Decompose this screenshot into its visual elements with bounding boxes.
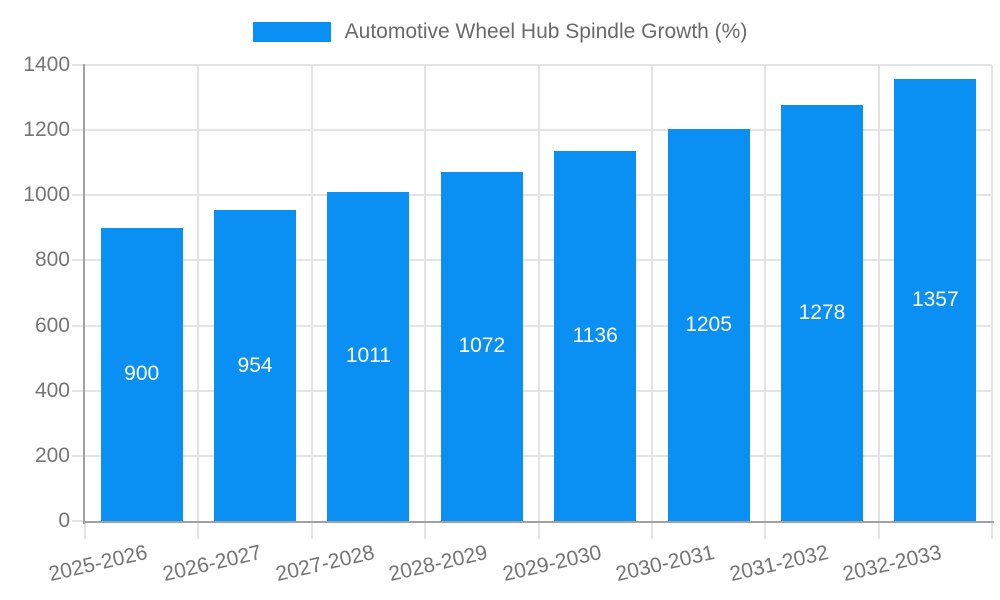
bar[interactable]: 1011 — [327, 191, 410, 521]
v-gridline-tick — [537, 65, 540, 539]
bar[interactable]: 1278 — [780, 104, 863, 521]
x-tick-label: 2030-2031 — [613, 541, 717, 587]
bar[interactable]: 1072 — [440, 171, 523, 521]
y-tick-mark — [72, 324, 85, 327]
v-gridline-tick — [764, 65, 767, 539]
x-tick-label: 2026-2027 — [160, 541, 264, 587]
y-tick-mark — [72, 259, 85, 262]
y-tick-label: 800 — [34, 248, 70, 272]
v-gridline-tick — [991, 65, 993, 539]
x-tick-label: 2029-2030 — [500, 541, 604, 587]
bar-value-label: 1072 — [458, 334, 506, 358]
y-tick-label: 400 — [34, 378, 70, 402]
x-tick-label: 2032-2033 — [840, 541, 944, 587]
bar[interactable]: 954 — [214, 210, 297, 521]
v-gridline-tick — [650, 65, 653, 539]
y-tick-label: 0 — [58, 509, 70, 532]
y-tick-mark — [72, 520, 85, 522]
y-tick-mark — [72, 454, 85, 457]
bar[interactable]: 1136 — [554, 151, 637, 521]
y-tick-mark — [72, 64, 85, 66]
bar-value-label: 1011 — [345, 344, 392, 368]
legend-swatch-icon — [252, 22, 331, 42]
y-tick-mark — [72, 194, 85, 197]
bar-value-label: 1205 — [685, 312, 732, 336]
v-gridline-tick — [197, 65, 200, 539]
y-tick-label: 600 — [34, 313, 70, 337]
bar[interactable]: 1357 — [894, 79, 977, 521]
y-axis-line — [83, 64, 85, 524]
x-tick-label: 2031-2032 — [727, 541, 831, 587]
v-gridline-tick — [310, 65, 313, 539]
v-gridline-tick — [84, 521, 86, 539]
y-tick-label: 1400 — [23, 53, 70, 76]
y-tick-label: 200 — [34, 443, 70, 467]
x-axis-line — [83, 521, 994, 523]
y-tick-mark — [72, 389, 85, 392]
bar-value-label: 1357 — [911, 288, 959, 311]
y-tick-mark — [72, 129, 85, 132]
legend-label: Automotive Wheel Hub Spindle Growth (%) — [344, 20, 748, 43]
y-tick-label: 1000 — [23, 183, 70, 207]
plot-area: 900 954 1011 1072 1136 1205 1278 1357 — [83, 64, 994, 539]
bar-value-label: 954 — [237, 353, 273, 377]
x-tick-label: 2025-2026 — [46, 541, 150, 587]
y-tick-label: 1200 — [23, 118, 70, 142]
bar-value-label: 900 — [124, 362, 160, 386]
bar-value-label: 1136 — [572, 324, 618, 347]
x-tick-label: 2027-2028 — [273, 541, 377, 587]
x-tick-label: 2028-2029 — [386, 541, 490, 587]
v-gridline-tick — [424, 65, 427, 539]
bar[interactable]: 1205 — [667, 128, 750, 521]
legend-item[interactable]: Automotive Wheel Hub Spindle Growth (%) — [0, 20, 1000, 44]
bar[interactable]: 900 — [100, 227, 183, 521]
v-gridline-tick — [877, 65, 880, 539]
bar-value-label: 1278 — [798, 300, 846, 324]
